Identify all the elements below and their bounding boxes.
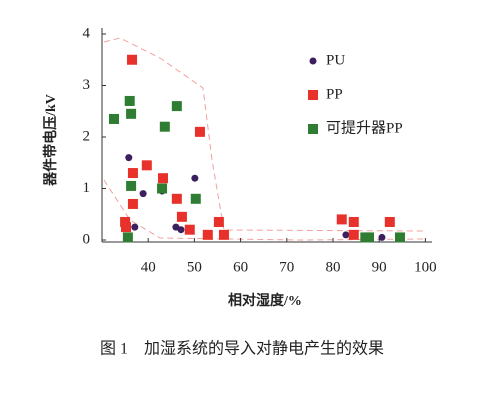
x-axis-label: 相对湿度/% (228, 292, 302, 309)
y-tick-label: 2 (83, 128, 91, 144)
point (157, 173, 168, 184)
point (202, 229, 213, 240)
point (109, 113, 120, 124)
legend-marker (308, 124, 318, 134)
x-tick-label: 70 (279, 259, 294, 275)
point (139, 190, 147, 198)
point (384, 216, 395, 227)
point (190, 193, 201, 204)
legend-label: PU (326, 52, 345, 68)
point (141, 160, 152, 171)
point (348, 216, 359, 227)
y-tick-label: 3 (83, 77, 91, 93)
point (124, 95, 135, 106)
point (120, 216, 131, 227)
point (213, 216, 224, 227)
point (127, 54, 138, 65)
point (336, 214, 347, 225)
point (126, 108, 137, 119)
point (184, 224, 195, 235)
point (157, 183, 168, 194)
point (127, 198, 138, 209)
x-tick-label: 40 (141, 259, 156, 275)
point (176, 211, 187, 222)
legend-marker (308, 90, 318, 100)
point (171, 101, 182, 112)
x-tick-label: 100 (414, 259, 437, 275)
x-tick-label: 50 (187, 259, 202, 275)
point (121, 222, 132, 233)
point (171, 193, 182, 204)
region-outline (103, 37, 426, 232)
point (126, 180, 137, 191)
legend-label: PP (326, 86, 343, 102)
point (348, 229, 359, 240)
point (194, 126, 205, 137)
point (394, 232, 405, 243)
point (378, 233, 386, 241)
point (159, 121, 170, 132)
point (364, 232, 375, 243)
point (177, 226, 185, 234)
x-tick-label: 60 (233, 259, 248, 275)
caption: 图 1 加湿系统的导入对静电产生的效果 (100, 340, 384, 358)
point (125, 154, 133, 162)
region-outline (103, 179, 426, 241)
point (191, 174, 199, 182)
y-axis-label: 器件带电压/kV (42, 94, 59, 187)
y-tick-label: 1 (83, 180, 91, 196)
point (127, 168, 138, 179)
y-tick-label: 4 (83, 25, 91, 41)
point (122, 232, 133, 243)
point (342, 231, 350, 239)
point (131, 223, 139, 231)
y-tick-label: 0 (83, 231, 91, 247)
x-tick-label: 90 (372, 259, 387, 275)
legend-marker (309, 57, 317, 65)
point (218, 229, 229, 240)
x-tick-label: 80 (325, 259, 340, 275)
legend-label: 可提升器PP (326, 119, 403, 136)
